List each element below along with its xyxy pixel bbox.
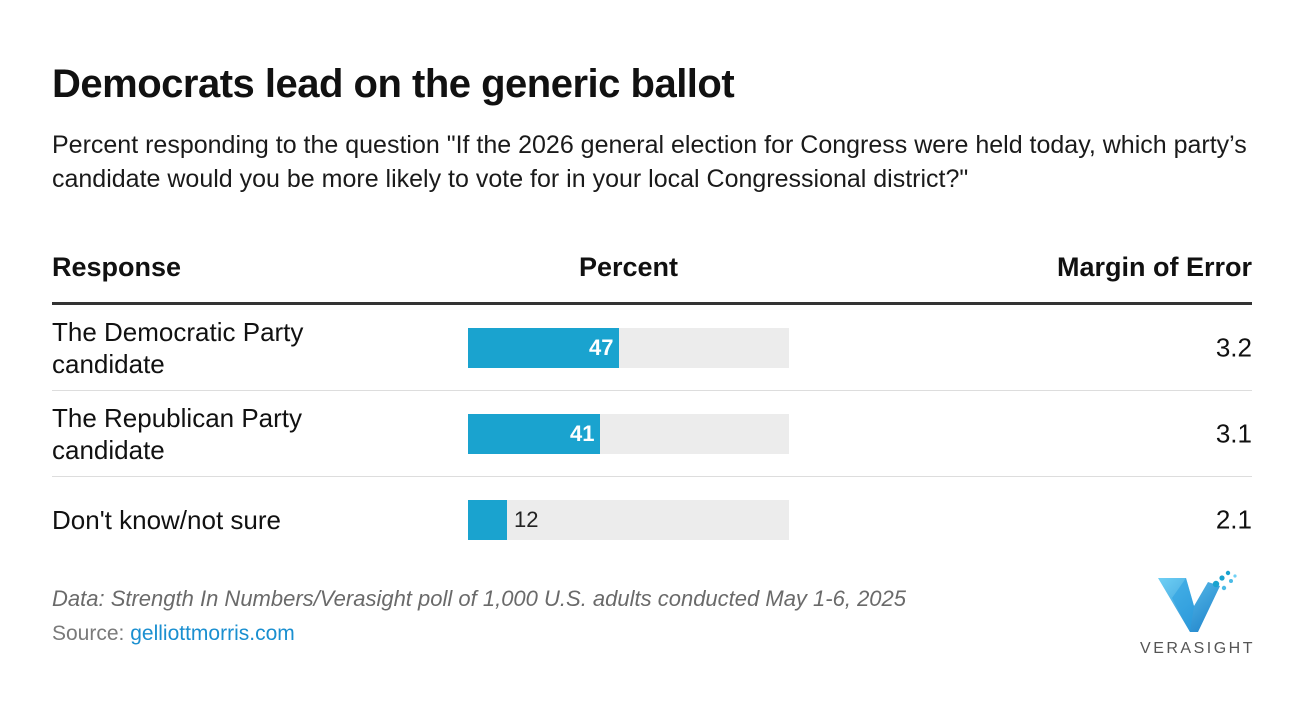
percent-bar-track: 12	[468, 499, 789, 540]
logo-text: VERASIGHT	[1140, 640, 1255, 657]
results-table: Response Percent Margin of Error The Dem…	[52, 246, 1252, 562]
table-row: The Republican Party candidate 41 3.1	[52, 391, 1252, 477]
verasight-logo: VERASIGHT	[1140, 566, 1255, 658]
chart-title: Democrats lead on the generic ballot	[52, 62, 735, 106]
response-label: The Republican Party candidate	[52, 402, 303, 465]
source-prefix: Source:	[52, 622, 131, 645]
margin-of-error-value: 3.1	[1215, 418, 1252, 448]
table-row: Don't know/not sure 12 2.1	[52, 477, 1252, 562]
data-note: Data: Strength In Numbers/Verasight poll…	[52, 586, 907, 611]
percent-value-label: 12	[514, 506, 539, 532]
column-header-margin-of-error: Margin of Error	[1056, 252, 1252, 282]
percent-bar-track: 41	[468, 413, 789, 454]
response-label: Don't know/not sure	[52, 504, 281, 535]
chart-subtitle: Percent responding to the question "If t…	[52, 131, 1247, 193]
table-row: The Democratic Party candidate 47 3.2	[52, 305, 1252, 391]
percent-bar	[468, 499, 507, 540]
percent-value-label: 47	[589, 334, 614, 360]
verasight-v-logo-icon	[1158, 570, 1237, 632]
margin-of-error-value: 3.2	[1215, 332, 1252, 362]
column-header-percent: Percent	[578, 252, 679, 282]
percent-bar	[468, 413, 600, 454]
source-link[interactable]: gelliottmorris.com	[130, 622, 295, 645]
response-label: The Democratic Party candidate	[52, 316, 304, 379]
margin-of-error-value: 2.1	[1215, 504, 1252, 534]
table-header: Response Percent Margin of Error	[52, 246, 1252, 305]
column-header-response: Response	[52, 252, 182, 282]
source-line: Source: gelliottmorris.com	[52, 622, 295, 646]
percent-bar	[468, 327, 619, 368]
percent-bar-track: 47	[468, 327, 789, 368]
percent-value-label: 41	[570, 420, 595, 446]
